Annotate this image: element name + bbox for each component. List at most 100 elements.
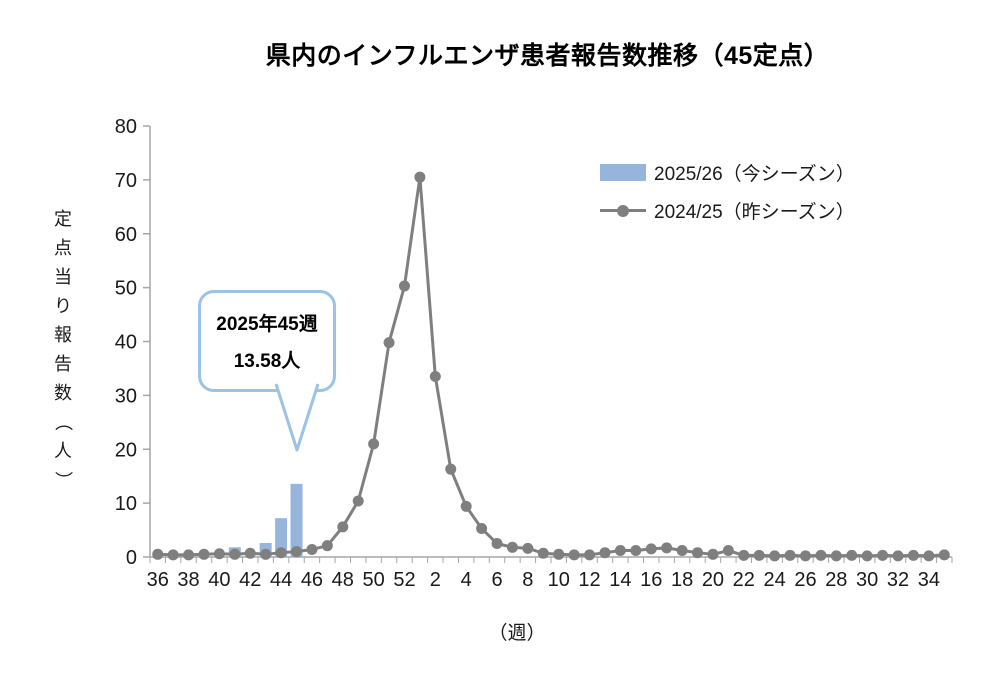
line-point-week-50 bbox=[368, 438, 380, 450]
line-point-week-33 bbox=[907, 549, 919, 561]
line-point-week-31 bbox=[877, 549, 889, 561]
y-tick-label: 30 bbox=[115, 385, 137, 407]
x-tick-label: 52 bbox=[393, 569, 415, 591]
line-point-week-23 bbox=[753, 549, 765, 561]
line-point-week-51 bbox=[383, 337, 395, 349]
line-point-week-10 bbox=[553, 548, 565, 560]
legend-item-current-season: 2025/26（今シーズン） bbox=[600, 160, 855, 185]
bar-week-45 bbox=[290, 483, 303, 557]
y-tick-label: 40 bbox=[115, 332, 137, 354]
chart-title: 県内のインフルエンザ患者報告数推移（45定点） bbox=[265, 42, 830, 70]
line-point-week-13 bbox=[599, 547, 611, 559]
y-tick-label: 10 bbox=[115, 493, 137, 515]
line-point-week-49 bbox=[352, 495, 364, 507]
x-tick-label: 2 bbox=[430, 569, 441, 591]
callout-value: 13.58人 bbox=[233, 351, 301, 372]
line-point-week-27 bbox=[815, 549, 827, 561]
y-tick-label: 80 bbox=[115, 116, 137, 138]
line-point-week-2 bbox=[429, 371, 441, 383]
line-point-week-14 bbox=[614, 545, 626, 557]
x-tick-label: 26 bbox=[794, 569, 816, 591]
x-tick-label: 48 bbox=[332, 569, 354, 591]
line-point-week-26 bbox=[799, 550, 811, 562]
line-point-week-18 bbox=[676, 545, 688, 557]
line-point-week-42 bbox=[244, 547, 256, 559]
line-point-week-6 bbox=[491, 538, 503, 550]
line-point-week-40 bbox=[213, 548, 225, 560]
x-tick-label: 12 bbox=[578, 569, 600, 591]
line-point-week-4 bbox=[460, 500, 472, 512]
x-tick-label: 6 bbox=[491, 569, 502, 591]
line-point-week-48 bbox=[337, 521, 349, 533]
line-point-week-25 bbox=[784, 549, 796, 561]
x-tick-label: 46 bbox=[301, 569, 323, 591]
line-point-week-1 bbox=[414, 171, 426, 183]
x-tick-label: 22 bbox=[733, 569, 755, 591]
line-point-week-20 bbox=[707, 548, 719, 560]
line-point-week-21 bbox=[722, 545, 734, 557]
line-point-week-5 bbox=[476, 522, 488, 534]
x-tick-label: 28 bbox=[825, 569, 847, 591]
x-tick-label: 14 bbox=[609, 569, 631, 591]
line-point-week-43 bbox=[260, 548, 272, 560]
line-point-week-19 bbox=[692, 547, 704, 559]
line-point-week-47 bbox=[321, 540, 333, 552]
callout-week: 2025年45週 bbox=[216, 314, 318, 335]
legend-label-last: 2024/25（昨シーズン） bbox=[654, 201, 855, 223]
x-tick-label: 44 bbox=[270, 569, 292, 591]
line-point-week-15 bbox=[630, 545, 642, 557]
line-point-week-32 bbox=[892, 550, 904, 562]
x-tick-label: 42 bbox=[239, 569, 261, 591]
y-tick-label: 70 bbox=[115, 170, 137, 192]
y-tick-label: 0 bbox=[126, 547, 137, 569]
x-tick-label: 8 bbox=[522, 569, 533, 591]
line-point-week-12 bbox=[584, 549, 596, 561]
last-season-line bbox=[157, 175, 945, 558]
line-point-week-29 bbox=[846, 549, 858, 561]
line-point-week-44 bbox=[275, 547, 287, 559]
line-point-week-34 bbox=[923, 550, 935, 562]
bar-series-swatch-icon bbox=[600, 163, 646, 181]
callout-pointer-icon bbox=[274, 383, 320, 452]
legend-label-current: 2025/26（今シーズン） bbox=[654, 163, 855, 185]
bar-week-44 bbox=[275, 518, 288, 557]
y-axis-title: 定点当り報告数（人） bbox=[53, 209, 73, 489]
x-tick-label: 38 bbox=[177, 569, 199, 591]
line-point-week-35 bbox=[938, 549, 950, 561]
line-point-week-9 bbox=[537, 547, 549, 559]
line-point-week-16 bbox=[645, 543, 657, 555]
line-point-week-28 bbox=[830, 550, 842, 562]
line-point-week-30 bbox=[861, 550, 873, 562]
line-point-week-39 bbox=[198, 548, 210, 560]
x-tick-label: 34 bbox=[918, 569, 940, 591]
y-tick-label: 60 bbox=[115, 224, 137, 246]
line-point-week-7 bbox=[506, 541, 518, 553]
x-tick-label: 10 bbox=[548, 569, 570, 591]
x-axis-title: （週） bbox=[488, 623, 546, 644]
line-point-week-45 bbox=[291, 546, 303, 558]
line-point-week-36 bbox=[152, 548, 164, 560]
x-tick-label: 40 bbox=[208, 569, 230, 591]
line-point-week-11 bbox=[568, 549, 580, 561]
x-tick-label: 32 bbox=[887, 569, 909, 591]
y-tick-label: 50 bbox=[115, 278, 137, 300]
line-point-week-52 bbox=[398, 280, 410, 292]
x-tick-label: 30 bbox=[856, 569, 878, 591]
y-tick-label: 20 bbox=[115, 439, 137, 461]
line-point-week-17 bbox=[661, 542, 673, 554]
line-point-week-24 bbox=[769, 550, 781, 562]
x-tick-label: 24 bbox=[764, 569, 786, 591]
line-point-week-3 bbox=[445, 463, 457, 475]
line-point-week-38 bbox=[183, 549, 195, 561]
legend: 2025/26（今シーズン） 2024/25（昨シーズン） bbox=[600, 160, 855, 223]
line-point-week-22 bbox=[738, 549, 750, 561]
callout-bubble: 2025年45週 13.58人 bbox=[198, 290, 336, 392]
line-point-week-41 bbox=[229, 548, 241, 560]
line-point-week-37 bbox=[167, 549, 179, 561]
x-tick-label: 4 bbox=[461, 569, 472, 591]
line-series-swatch-icon bbox=[600, 202, 646, 219]
legend-item-last-season: 2024/25（昨シーズン） bbox=[600, 198, 855, 223]
x-tick-label: 20 bbox=[702, 569, 724, 591]
